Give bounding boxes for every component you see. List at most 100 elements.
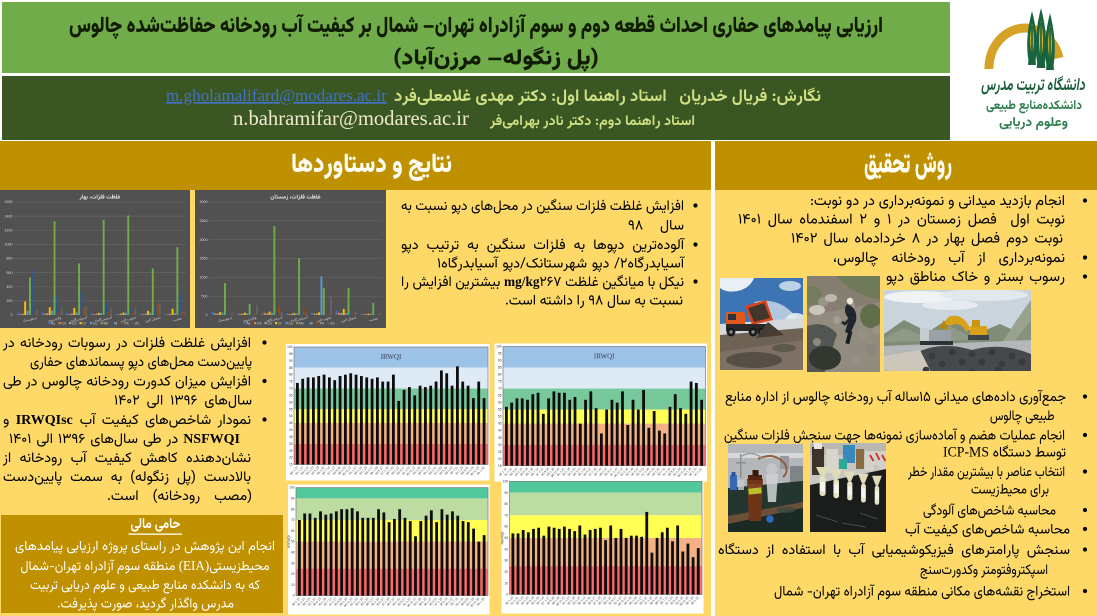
- svg-text:IRWQI: IRWQI: [594, 353, 615, 361]
- svg-text:75: 75: [498, 380, 502, 384]
- svg-text:90.11.23: 90.11.23: [550, 466, 561, 477]
- svg-text:91.1.23: 91.1.23: [613, 595, 623, 605]
- svg-text:93.1.24: 93.1.24: [567, 466, 577, 476]
- svg-text:NSFWQI: NSFWQI: [501, 532, 505, 545]
- svg-text:90.5.27: 90.5.27: [582, 466, 592, 476]
- svg-text:85: 85: [289, 366, 293, 370]
- svg-text:1400: 1400: [5, 214, 13, 218]
- svg-text:95.1.27: 95.1.27: [633, 595, 643, 605]
- svg-text:70: 70: [498, 387, 502, 391]
- svg-text:91.1.22: 91.1.22: [349, 596, 359, 606]
- svg-text:mg/kg: mg/kg: [504, 274, 540, 289]
- svg-text:95.1.27: 95.1.27: [423, 596, 433, 606]
- svg-text:Cr: Cr: [83, 321, 87, 325]
- svg-text:90.9.28: 90.9.28: [546, 595, 556, 605]
- svg-text:45: 45: [289, 421, 293, 425]
- svg-text:As: As: [247, 321, 251, 325]
- svg-text:200: 200: [7, 299, 13, 303]
- svg-text:20: 20: [289, 456, 293, 460]
- svg-text:75: 75: [289, 380, 293, 384]
- svg-text:90.9.28: 90.9.28: [333, 596, 343, 606]
- svg-text:100: 100: [496, 345, 502, 349]
- svg-text:90.3.21: 90.3.21: [635, 466, 645, 476]
- svg-text:90.9.25: 90.9.25: [460, 596, 470, 606]
- svg-text:97.1.27: 97.1.27: [326, 465, 336, 475]
- svg-text:1500: 1500: [200, 257, 208, 261]
- svg-text:91.1.24: 91.1.24: [662, 466, 672, 476]
- svg-text:90.9.25: 90.9.25: [460, 465, 470, 475]
- svg-text:93.1.23: 93.1.23: [520, 595, 530, 605]
- svg-text:95.1.25: 95.1.25: [317, 596, 327, 606]
- svg-text:90.3.24: 90.3.24: [300, 465, 310, 475]
- svg-text:Ni: Ni: [310, 321, 313, 325]
- svg-text:93.1.25: 93.1.25: [412, 465, 422, 475]
- svg-text:91.1.23: 91.1.23: [401, 465, 411, 475]
- svg-text:99.1.22: 99.1.22: [651, 466, 661, 476]
- svg-text:Cd: Cd: [62, 321, 66, 325]
- svg-text:2000: 2000: [200, 238, 208, 242]
- svg-text:90.9.17: 90.9.17: [397, 596, 407, 606]
- svg-text:95.1.28: 95.1.28: [685, 595, 695, 605]
- svg-text:99.1.22: 99.1.22: [654, 595, 664, 605]
- svg-text:800: 800: [7, 257, 13, 261]
- svg-text:90.7.14: 90.7.14: [323, 596, 333, 606]
- svg-text:90.9.17: 90.9.17: [608, 595, 618, 605]
- svg-text:20: 20: [504, 570, 508, 574]
- svg-text:93.1.26: 93.1.26: [465, 465, 475, 475]
- svg-text:90.7.22: 90.7.22: [385, 465, 395, 475]
- svg-text:99.1.21: 99.1.21: [391, 596, 401, 606]
- svg-text:99.1.21: 99.1.21: [390, 465, 400, 475]
- svg-text:90.5.27: 90.5.27: [374, 465, 384, 475]
- svg-text:(EIA): (EIA): [179, 559, 210, 574]
- svg-text:500: 500: [202, 294, 208, 298]
- svg-text:90.9.25: 90.9.25: [669, 595, 679, 605]
- svg-text:100: 100: [287, 345, 293, 349]
- svg-text:90.9.17: 90.9.17: [604, 466, 614, 476]
- svg-text:90.3.13: 90.3.13: [577, 595, 587, 605]
- svg-text:91.1.21: 91.1.21: [294, 465, 304, 475]
- svg-text:90.1.15: 90.1.15: [688, 466, 698, 476]
- svg-text:90.11.23: 90.11.23: [555, 595, 566, 606]
- svg-text:30: 30: [291, 561, 295, 565]
- svg-text:93.1.25: 93.1.25: [412, 596, 422, 606]
- svg-text:97.1.28: 97.1.28: [588, 466, 598, 476]
- svg-text:90.1.10: 90.1.10: [291, 596, 301, 606]
- svg-text:95.1.28: 95.1.28: [476, 465, 486, 475]
- svg-text:Cr: Cr: [278, 321, 282, 325]
- svg-text:91.1.24: 91.1.24: [455, 596, 465, 606]
- svg-text:60: 60: [498, 401, 502, 405]
- svg-text:30: 30: [289, 442, 293, 446]
- svg-text:90.9.28: 90.9.28: [540, 466, 550, 476]
- svg-text:90: 90: [291, 497, 295, 501]
- svg-text:90.7.14: 90.7.14: [535, 595, 545, 605]
- svg-text:60: 60: [291, 529, 295, 533]
- svg-text:80: 80: [289, 373, 293, 377]
- svg-text:As: As: [51, 321, 55, 325]
- svg-text:40: 40: [291, 551, 295, 555]
- svg-text:95: 95: [289, 352, 293, 356]
- svg-text:90.1.26: 90.1.26: [628, 595, 638, 605]
- svg-text:99.1.20: 99.1.20: [337, 465, 347, 475]
- svg-text:90.3.13: 90.3.13: [572, 466, 582, 476]
- svg-text:90.7.11: 90.7.11: [449, 465, 459, 475]
- svg-text:97.1.28: 97.1.28: [380, 465, 390, 475]
- svg-text:90.11.12: 90.11.12: [613, 466, 624, 477]
- svg-text:93.1.25: 93.1.25: [619, 466, 629, 476]
- svg-text:90.7.11: 90.7.11: [450, 596, 460, 606]
- svg-text:Zn: Zn: [331, 321, 335, 325]
- svg-text:99.1.22: 99.1.22: [444, 465, 454, 475]
- svg-text:90.1.15: 90.1.15: [690, 595, 700, 605]
- svg-text:90.7.22: 90.7.22: [597, 595, 607, 605]
- svg-text:NSFWQI: NSFWQI: [183, 432, 240, 447]
- svg-text:2500: 2500: [200, 219, 208, 223]
- svg-text:93.1.23: 93.1.23: [305, 465, 315, 475]
- svg-text:35: 35: [289, 435, 293, 439]
- svg-text:93.1.26: 93.1.26: [674, 595, 684, 605]
- svg-text:99.1.21: 99.1.21: [598, 466, 608, 476]
- svg-text:85: 85: [498, 366, 502, 370]
- svg-text:90.11.23: 90.11.23: [341, 465, 352, 476]
- svg-text:Ni: Ni: [114, 321, 117, 325]
- svg-text:55: 55: [289, 407, 293, 411]
- svg-text:93.1.24: 93.1.24: [360, 596, 370, 606]
- svg-text:95.1.27: 95.1.27: [630, 466, 640, 476]
